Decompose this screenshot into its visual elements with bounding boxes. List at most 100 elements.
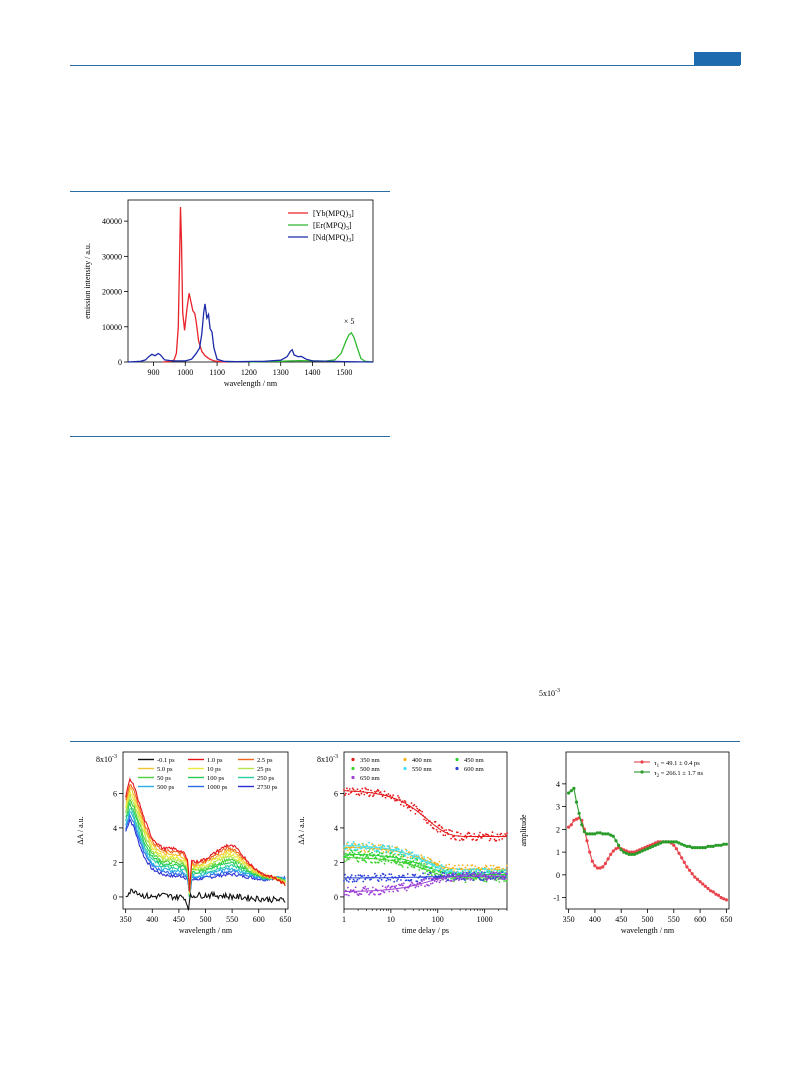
- data-point: [357, 860, 360, 863]
- data-point: [430, 877, 433, 880]
- data-point: [496, 872, 499, 875]
- amplitude-marker: [716, 893, 721, 897]
- x-tick-label: 1400: [305, 368, 321, 377]
- data-point: [414, 886, 417, 889]
- amplitude-marker: [574, 817, 579, 821]
- data-point: [473, 867, 476, 870]
- data-point: [464, 866, 467, 869]
- data-point: [416, 882, 419, 885]
- legend-label: [Nd(MPQ)3]: [313, 233, 354, 244]
- data-point: [461, 869, 464, 872]
- x-tick-label: 1200: [241, 368, 257, 377]
- data-point: [481, 837, 483, 839]
- data-point: [395, 855, 397, 858]
- amplitude-marker: [703, 846, 707, 850]
- data-point: [488, 839, 491, 842]
- data-point: [408, 851, 411, 854]
- data-point: [348, 878, 351, 881]
- data-point: [442, 878, 445, 881]
- data-point: [382, 873, 385, 876]
- data-point: [493, 872, 496, 874]
- data-point: [422, 866, 424, 868]
- data-point: [394, 861, 396, 864]
- data-point: [348, 788, 351, 790]
- data-point: [346, 847, 348, 850]
- data-point: [344, 794, 346, 796]
- data-point: [347, 849, 349, 852]
- data-point: [398, 863, 400, 866]
- data-point: [416, 859, 419, 861]
- data-point: [483, 880, 486, 883]
- y-tick-label: 2: [334, 858, 338, 867]
- legend-label: 1.0 ps: [207, 757, 223, 764]
- data-point: [478, 834, 480, 837]
- data-point: [459, 874, 462, 876]
- amplitude-marker: [724, 842, 728, 846]
- data-point: [367, 788, 369, 791]
- amplitude-marker: [648, 843, 652, 847]
- data-point: [360, 893, 363, 895]
- amplitude-marker: [635, 851, 639, 855]
- legend-label: 250 ps: [257, 775, 275, 782]
- x-tick-label: 500: [200, 915, 212, 924]
- data-point: [374, 861, 377, 864]
- data-point: [480, 873, 482, 875]
- data-point: [420, 860, 423, 863]
- data-point: [381, 855, 384, 858]
- amplitude-marker: [572, 818, 576, 822]
- legend-label: τ1 = 49.1 ± 0.4 ps: [654, 760, 700, 769]
- data-point: [383, 845, 386, 848]
- data-point: [353, 891, 356, 894]
- x-tick-label: 1000: [477, 915, 493, 924]
- data-point: [451, 880, 453, 882]
- data-point: [506, 864, 508, 867]
- amplitude-marker: [645, 844, 650, 848]
- legend-label: 500 ps: [157, 784, 175, 791]
- amplitude-marker: [638, 850, 642, 854]
- data-point: [363, 849, 366, 852]
- data-point: [458, 878, 461, 881]
- y-tick-label: 2: [113, 858, 117, 867]
- amplitude-marker: [677, 841, 681, 845]
- y-tick-label: 2: [556, 825, 560, 834]
- legend-label: 450 nm: [464, 757, 484, 764]
- data-point: [499, 872, 502, 875]
- data-point: [344, 860, 346, 863]
- y-tick-label: 20000: [102, 288, 122, 297]
- data-point: [496, 833, 499, 836]
- data-point: [445, 880, 448, 883]
- amplitude-marker: [611, 849, 615, 853]
- data-point: [398, 874, 400, 877]
- data-point: [382, 857, 385, 860]
- data-point: [478, 869, 480, 872]
- data-point: [429, 858, 432, 861]
- data-point: [427, 856, 429, 859]
- data-point: [429, 824, 432, 826]
- data-point: [389, 794, 392, 797]
- data-point: [369, 847, 371, 850]
- data-point: [376, 849, 379, 851]
- data-point: [365, 888, 368, 891]
- header-rule: [70, 65, 740, 66]
- data-point: [440, 864, 443, 866]
- x-tick-label: 900: [147, 368, 159, 377]
- data-point: [374, 790, 376, 793]
- data-point: [442, 834, 445, 837]
- y-axis-exponent: 8x10-3: [317, 754, 338, 764]
- data-point: [404, 855, 407, 857]
- amplitude-line: [568, 817, 727, 901]
- data-point: [461, 864, 464, 866]
- data-point: [372, 795, 374, 798]
- amplitude-marker: [677, 851, 681, 855]
- data-point: [488, 877, 491, 879]
- data-point: [388, 890, 391, 893]
- data-point: [489, 837, 492, 840]
- data-point: [503, 880, 505, 882]
- legend-label: 500 nm: [360, 766, 380, 773]
- data-point: [367, 847, 369, 850]
- figure-top-rule: [70, 191, 390, 192]
- data-point: [466, 864, 469, 867]
- data-point: [401, 866, 404, 868]
- amplitude-marker: [706, 886, 710, 891]
- data-point: [417, 864, 420, 867]
